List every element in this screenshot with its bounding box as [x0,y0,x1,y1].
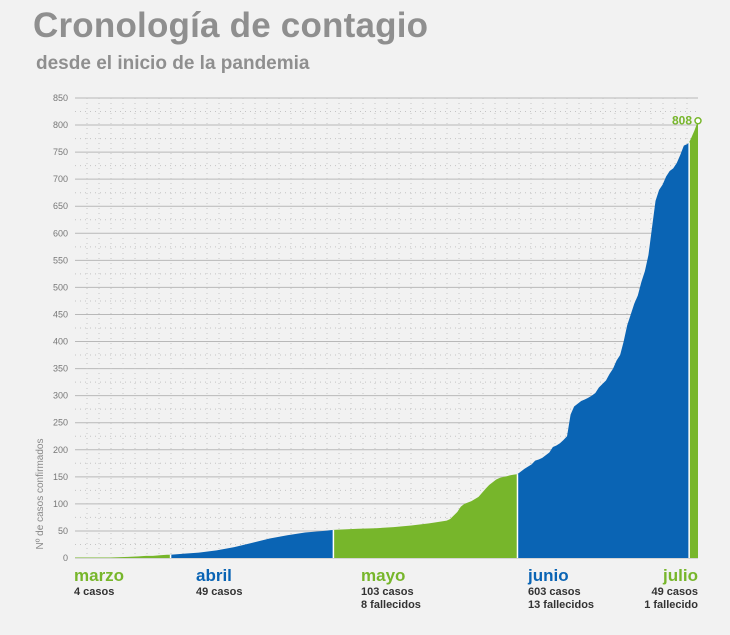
y-tick-label-200: 200 [53,445,68,455]
month-deaths: 13 fallecidos [528,599,595,611]
month-summary-julio: julio 49 casos 1 fallecido [644,566,698,612]
month-cases: 49 casos [196,586,243,598]
y-tick-label-700: 700 [53,174,68,184]
end-point-marker [694,116,702,125]
month-summary-junio: junio 603 casos 13 fallecidos [528,566,594,612]
month-name: marzo [74,566,125,585]
y-tick-label-400: 400 [53,337,68,347]
y-tick-label-250: 250 [53,418,68,428]
month-cases: 603 casos [528,586,581,598]
y-tick-label-750: 750 [53,147,68,157]
month-name: abril [196,566,232,585]
area-segment-julio [689,120,698,558]
month-deaths: 1 fallecido [644,599,698,611]
month-deaths: 8 fallecidos [361,599,421,611]
area-segment-marzo [75,554,171,558]
month-summary-mayo: mayo 103 casos 8 fallecidos [361,566,421,612]
area-segment-mayo [333,474,518,558]
y-tick-label-500: 500 [53,282,68,292]
y-tick-label-650: 650 [53,201,68,211]
y-tick-label-100: 100 [53,499,68,509]
chart-title: Cronología de contagio [33,6,429,45]
month-cases: 49 casos [651,586,698,598]
month-divider-layer [169,142,690,558]
month-name: julio [663,566,698,585]
y-tick-label-50: 50 [58,526,68,536]
y-tick-label-450: 450 [53,309,68,319]
y-tick-label-850: 850 [53,93,68,103]
chart-subtitle: desde el inicio de la pandemia [36,53,310,74]
y-tick-label-800: 800 [53,120,68,130]
y-tick-label-550: 550 [53,255,68,265]
y-tick-label-150: 150 [53,472,68,482]
area-layer [75,120,698,558]
month-summary-abril: abril 49 casos [196,566,242,599]
y-tick-label-300: 300 [53,391,68,401]
month-cases: 103 casos [361,586,414,598]
month-name: junio [528,566,569,585]
month-name: mayo [361,566,406,585]
end-marker-layer: 808 [672,114,702,128]
month-cases: 4 casos [74,586,115,598]
y-axis-label: Nº de casos confirmados [35,439,46,550]
end-value-label: 808 [672,114,692,128]
area-segment-abril [170,529,334,558]
month-summary-marzo: marzo 4 casos [74,566,124,599]
y-tick-label-350: 350 [53,364,68,374]
y-tick-layer: 0 50 100 150 200 250 300 350 400 450 500 550 600 650 7… [53,93,68,563]
area-segment-junio [517,142,690,558]
y-tick-label-600: 600 [53,228,68,238]
y-tick-label-0: 0 [63,553,68,563]
